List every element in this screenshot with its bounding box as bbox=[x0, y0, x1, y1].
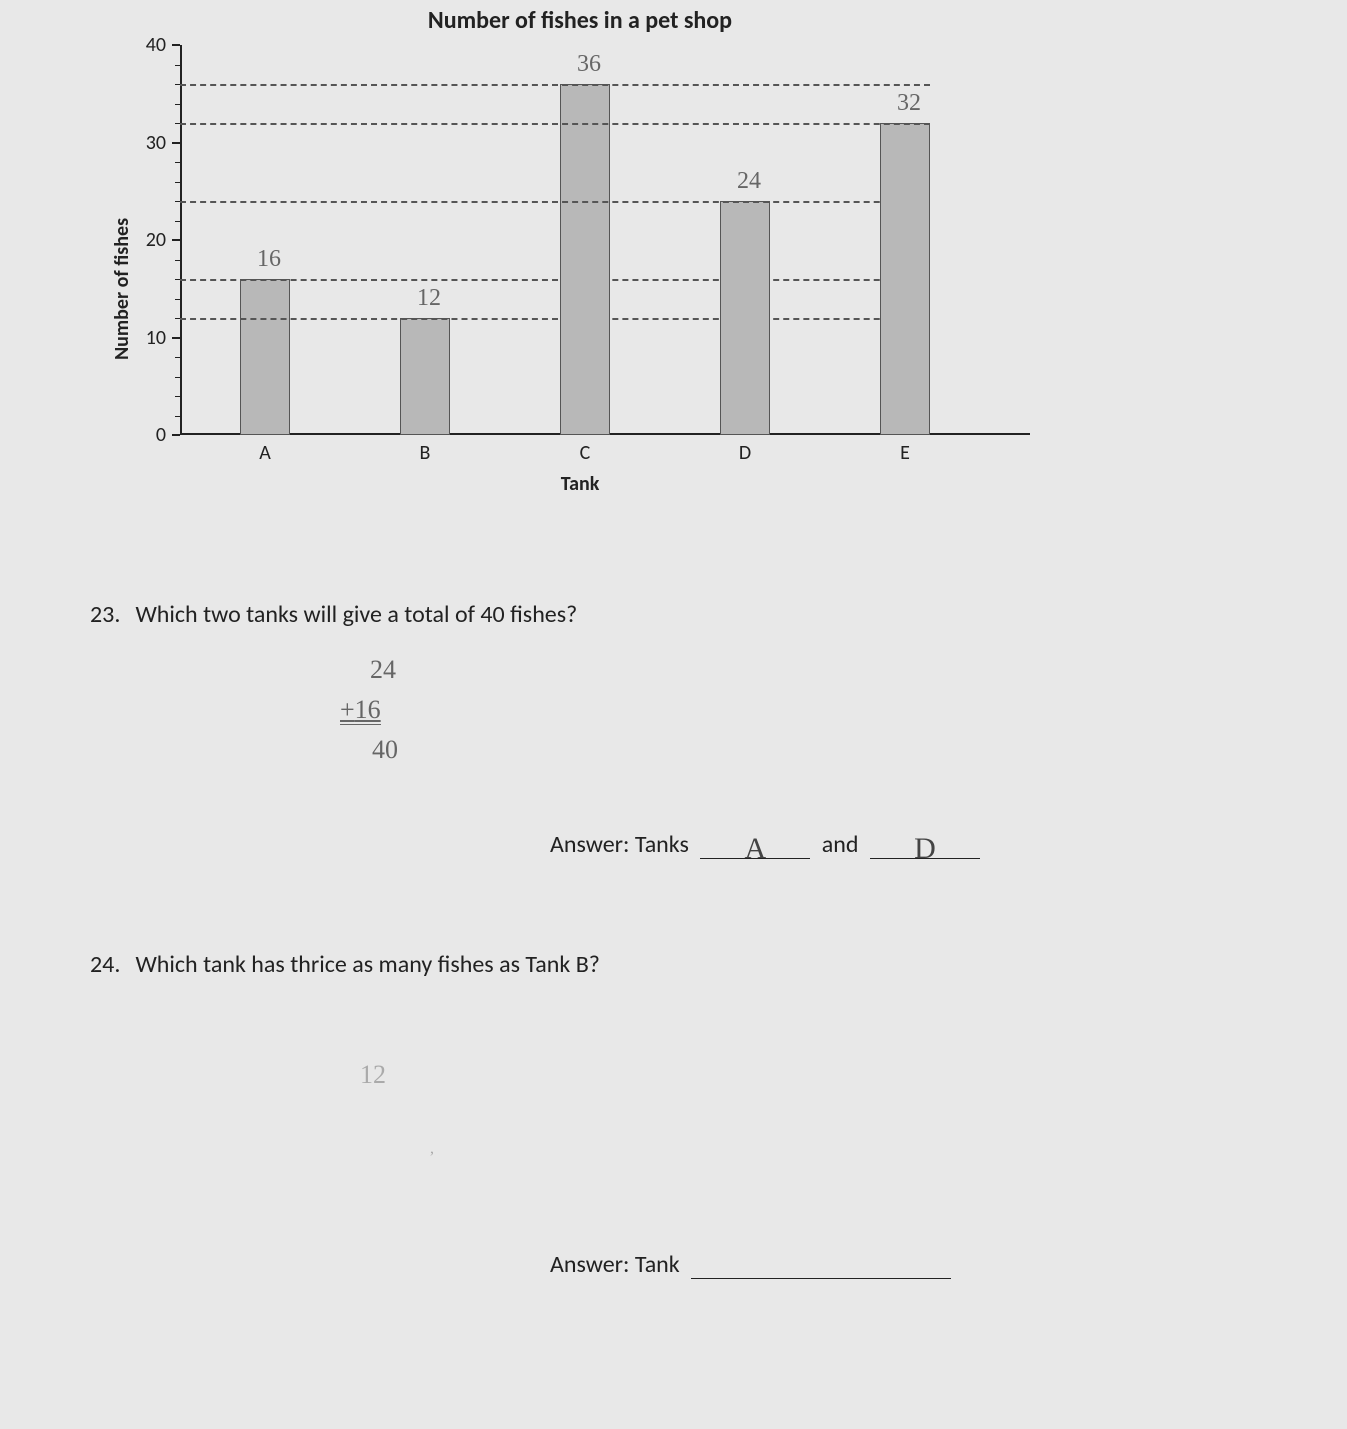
y-minor-tick bbox=[175, 162, 180, 163]
chart-plot: 010203040A16B12C36D24E32 bbox=[180, 45, 1030, 435]
handwritten-bar-value: 12 bbox=[417, 285, 441, 312]
y-minor-tick bbox=[175, 416, 180, 417]
q23-number: 23. bbox=[90, 600, 130, 629]
chart-title: Number of fishes in a pet shop bbox=[80, 6, 1080, 35]
handwritten-bar-value: 16 bbox=[257, 246, 281, 273]
handwritten-bar-value: 24 bbox=[737, 168, 761, 195]
category-label: A bbox=[259, 441, 271, 465]
q23-text: Which two tanks will give a total of 40 … bbox=[135, 600, 577, 629]
q23-work-1: 24 bbox=[370, 655, 396, 685]
q24-answer-blank[interactable] bbox=[691, 1252, 951, 1279]
dashed-reference-line bbox=[180, 84, 930, 86]
dashed-reference-line bbox=[180, 318, 930, 320]
handwritten-bar-value: 32 bbox=[897, 90, 921, 117]
y-minor-tick bbox=[175, 65, 180, 66]
dashed-reference-line bbox=[180, 123, 930, 125]
q24-answer-prefix: Answer: Tank bbox=[550, 1250, 680, 1279]
category-label: E bbox=[900, 441, 910, 465]
y-tick-mark bbox=[172, 239, 180, 241]
q23-answer-1: A bbox=[744, 832, 766, 865]
q23-answer-row: Answer: Tanks A and D bbox=[550, 830, 986, 859]
bar-D bbox=[720, 201, 770, 435]
y-tick-mark bbox=[172, 434, 180, 436]
y-minor-tick bbox=[175, 299, 180, 300]
bar-C bbox=[560, 84, 610, 435]
bar-chart: Number of fishes in a pet shop Number of… bbox=[80, 0, 1080, 520]
dashed-reference-line bbox=[180, 201, 930, 203]
y-minor-tick bbox=[175, 221, 180, 222]
q23-answer-blank-2[interactable]: D bbox=[870, 832, 980, 859]
q23-answer-blank-1[interactable]: A bbox=[700, 832, 810, 859]
y-axis-label: Number of fishes bbox=[110, 218, 134, 360]
y-tick-mark bbox=[172, 44, 180, 46]
worksheet-page: Number of fishes in a pet shop Number of… bbox=[0, 0, 1347, 1429]
y-minor-tick bbox=[175, 182, 180, 183]
q24-text: Which tank has thrice as many fishes as … bbox=[135, 950, 599, 979]
y-minor-tick bbox=[175, 104, 180, 105]
y-axis-line bbox=[180, 45, 182, 435]
y-tick-label: 10 bbox=[146, 326, 166, 350]
x-axis-label: Tank bbox=[80, 472, 1080, 496]
y-minor-tick bbox=[175, 357, 180, 358]
category-label: B bbox=[420, 441, 431, 465]
y-tick-label: 20 bbox=[146, 228, 166, 252]
q24-work-1: 12 bbox=[360, 1060, 386, 1090]
q23-answer-mid: and bbox=[822, 830, 859, 859]
handwritten-bar-value: 36 bbox=[577, 51, 601, 78]
y-tick-label: 0 bbox=[156, 423, 166, 447]
y-tick-label: 30 bbox=[146, 131, 166, 155]
q23-work-2: +16 bbox=[340, 695, 381, 725]
q24-number: 24. bbox=[90, 950, 130, 979]
y-tick-mark bbox=[172, 337, 180, 339]
category-label: D bbox=[739, 441, 751, 465]
q24-answer-row: Answer: Tank bbox=[550, 1250, 957, 1279]
y-tick-mark bbox=[172, 142, 180, 144]
bar-E bbox=[880, 123, 930, 435]
q23-answer-prefix: Answer: Tanks bbox=[550, 830, 689, 859]
question-23: 23. Which two tanks will give a total of… bbox=[90, 600, 577, 629]
q23-answer-2: D bbox=[914, 832, 936, 865]
y-minor-tick bbox=[175, 396, 180, 397]
y-tick-label: 40 bbox=[146, 33, 166, 57]
category-label: C bbox=[580, 441, 591, 465]
dashed-reference-line bbox=[180, 279, 930, 281]
q24-work-stray: , bbox=[430, 1140, 434, 1158]
bar-A bbox=[240, 279, 290, 435]
question-24: 24. Which tank has thrice as many fishes… bbox=[90, 950, 600, 979]
y-minor-tick bbox=[175, 260, 180, 261]
q23-work-3: 40 bbox=[372, 735, 398, 765]
bar-B bbox=[400, 318, 450, 435]
y-minor-tick bbox=[175, 377, 180, 378]
